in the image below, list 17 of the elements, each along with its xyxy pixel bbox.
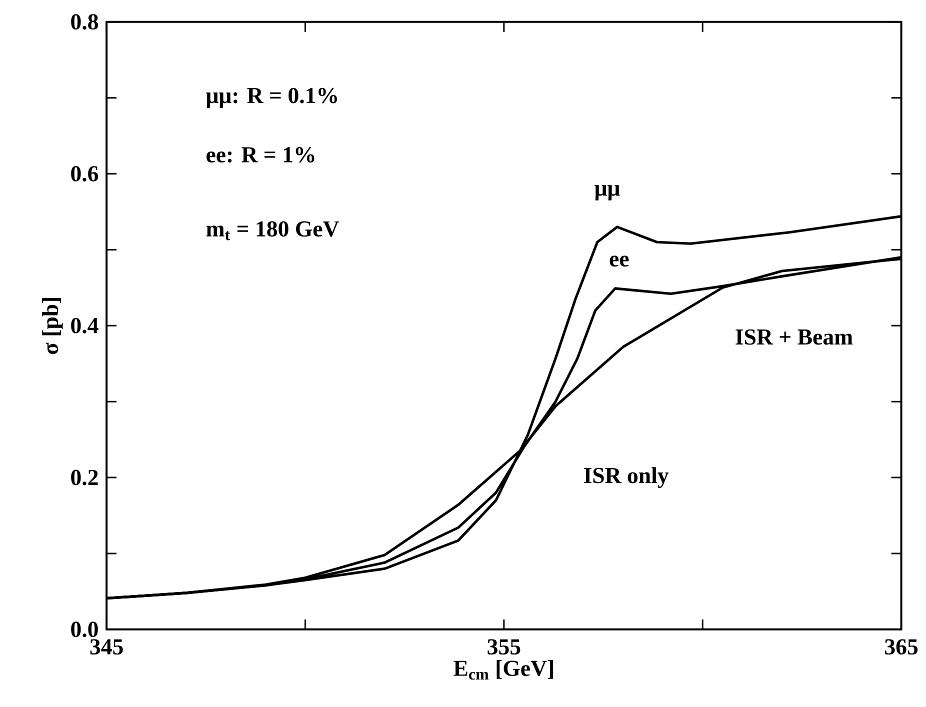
x-axis-title: E$_{cm}$ [GeV] bbox=[454, 660, 553, 680]
y-tick-label: 0.2 bbox=[71, 470, 98, 486]
annotation: ee: R = 1% bbox=[206, 147, 314, 163]
y-tick-label: 0.0 bbox=[71, 622, 98, 638]
annotation: ISR only bbox=[584, 467, 669, 488]
x-tick-label: 355 bbox=[488, 639, 520, 654]
series-label: μμ bbox=[594, 185, 620, 200]
legend-label: ISR + Beam bbox=[736, 329, 853, 345]
x-tick-label: 365 bbox=[885, 639, 918, 654]
y-tick-label: 0.4 bbox=[71, 318, 98, 334]
annotation: μμ: R = 0.1% bbox=[206, 88, 337, 108]
series-label: ee bbox=[610, 256, 629, 267]
y-tick-label: 0.6 bbox=[71, 166, 98, 182]
annotation: m$_{t}$ = 180 GeV bbox=[206, 221, 340, 240]
x-tick-label: 345 bbox=[90, 639, 123, 654]
y-axis-title: σ [pb] bbox=[42, 298, 63, 354]
y-tick-label: 0.8 bbox=[71, 14, 98, 30]
